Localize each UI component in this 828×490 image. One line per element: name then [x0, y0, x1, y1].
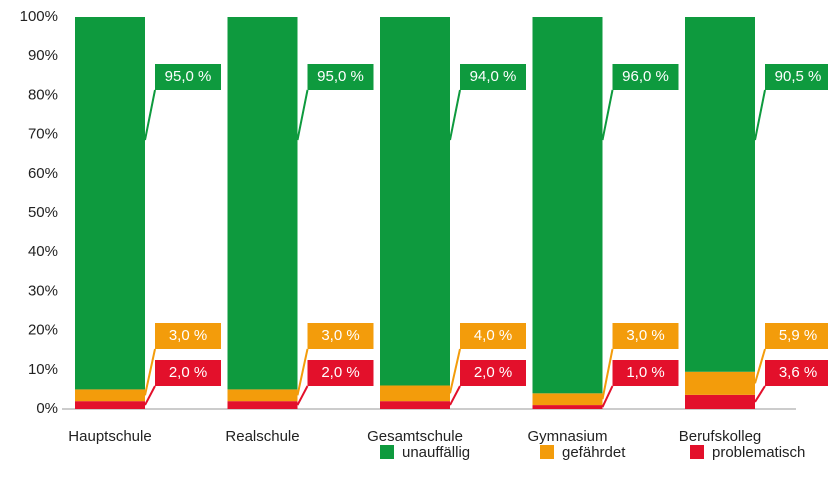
label-box — [612, 360, 679, 386]
data-label: 3,0 % — [169, 327, 207, 344]
data-label: 4,0 % — [474, 327, 512, 344]
label-box — [460, 323, 526, 349]
data-label: 3,0 % — [626, 327, 664, 344]
y-tick-label: 50% — [28, 204, 58, 221]
bar-segment — [685, 394, 755, 409]
bar-segment — [380, 385, 450, 402]
bar-segment — [532, 393, 603, 406]
leader-line — [601, 89, 614, 141]
label-box — [307, 64, 374, 90]
label-box — [155, 64, 221, 90]
bar-segment — [227, 389, 298, 402]
leader-line — [144, 348, 156, 396]
leader-line — [601, 348, 614, 400]
x-tick-label: Gymnasium — [527, 428, 607, 445]
label-box — [307, 323, 374, 349]
label-box — [460, 64, 526, 90]
label-box — [155, 360, 221, 386]
leader-line — [449, 89, 461, 141]
y-tick-label: 80% — [28, 86, 58, 103]
leader-line — [601, 385, 614, 408]
data-label: 2,0 % — [474, 364, 512, 381]
label-box — [765, 64, 828, 90]
data-label: 3,6 % — [779, 364, 817, 381]
data-label: 2,0 % — [169, 364, 207, 381]
data-label: 96,0 % — [622, 68, 669, 85]
leader-line — [449, 385, 461, 406]
bar-segment — [75, 401, 145, 409]
label-box — [155, 323, 221, 349]
bar-segment — [532, 17, 603, 394]
data-label: 1,0 % — [626, 364, 664, 381]
bar-segment — [227, 17, 298, 390]
legend-label: gefährdet — [562, 444, 626, 461]
y-tick-label: 40% — [28, 243, 58, 260]
bar-segment — [75, 17, 145, 390]
x-tick-label: Gesamtschule — [367, 428, 463, 445]
label-box — [765, 323, 828, 349]
legend-swatch — [380, 445, 394, 459]
leader-line — [296, 89, 309, 141]
data-label: 94,0 % — [470, 68, 517, 85]
bar-segment — [380, 401, 450, 409]
legend-label: unauffällig — [402, 444, 470, 461]
bar-segment — [685, 371, 755, 395]
y-tick-label: 60% — [28, 165, 58, 182]
leader-line — [754, 385, 766, 403]
y-tick-label: 90% — [28, 47, 58, 64]
label-box — [307, 360, 374, 386]
data-label: 5,9 % — [779, 327, 817, 344]
y-tick-label: 10% — [28, 361, 58, 378]
label-box — [765, 360, 828, 386]
data-label: 2,0 % — [321, 364, 359, 381]
legend-label: problematisch — [712, 444, 805, 461]
leader-line — [296, 348, 309, 396]
data-label: 90,5 % — [775, 68, 822, 85]
label-box — [612, 323, 679, 349]
leader-line — [449, 348, 461, 394]
y-tick-label: 30% — [28, 282, 58, 299]
y-tick-label: 100% — [20, 8, 58, 25]
y-tick-label: 20% — [28, 322, 58, 339]
bar-segment — [532, 405, 603, 409]
x-tick-label: Berufskolleg — [679, 428, 762, 445]
data-label: 95,0 % — [317, 68, 364, 85]
x-tick-label: Realschule — [225, 428, 299, 445]
legend-swatch — [690, 445, 704, 459]
leader-line — [296, 385, 309, 406]
data-label: 3,0 % — [321, 327, 359, 344]
bar-segment — [380, 17, 450, 386]
leader-line — [754, 89, 766, 141]
x-tick-label: Hauptschule — [68, 428, 151, 445]
bar-segment — [75, 389, 145, 402]
bar-segment — [685, 17, 755, 372]
bar-segment — [227, 401, 298, 409]
label-box — [612, 64, 679, 90]
y-tick-label: 0% — [36, 400, 58, 417]
leader-line — [144, 385, 156, 406]
label-box — [460, 360, 526, 386]
leader-line — [144, 89, 156, 141]
data-label: 95,0 % — [165, 68, 212, 85]
leader-line — [754, 348, 766, 384]
legend-swatch — [540, 445, 554, 459]
y-tick-label: 70% — [28, 126, 58, 143]
